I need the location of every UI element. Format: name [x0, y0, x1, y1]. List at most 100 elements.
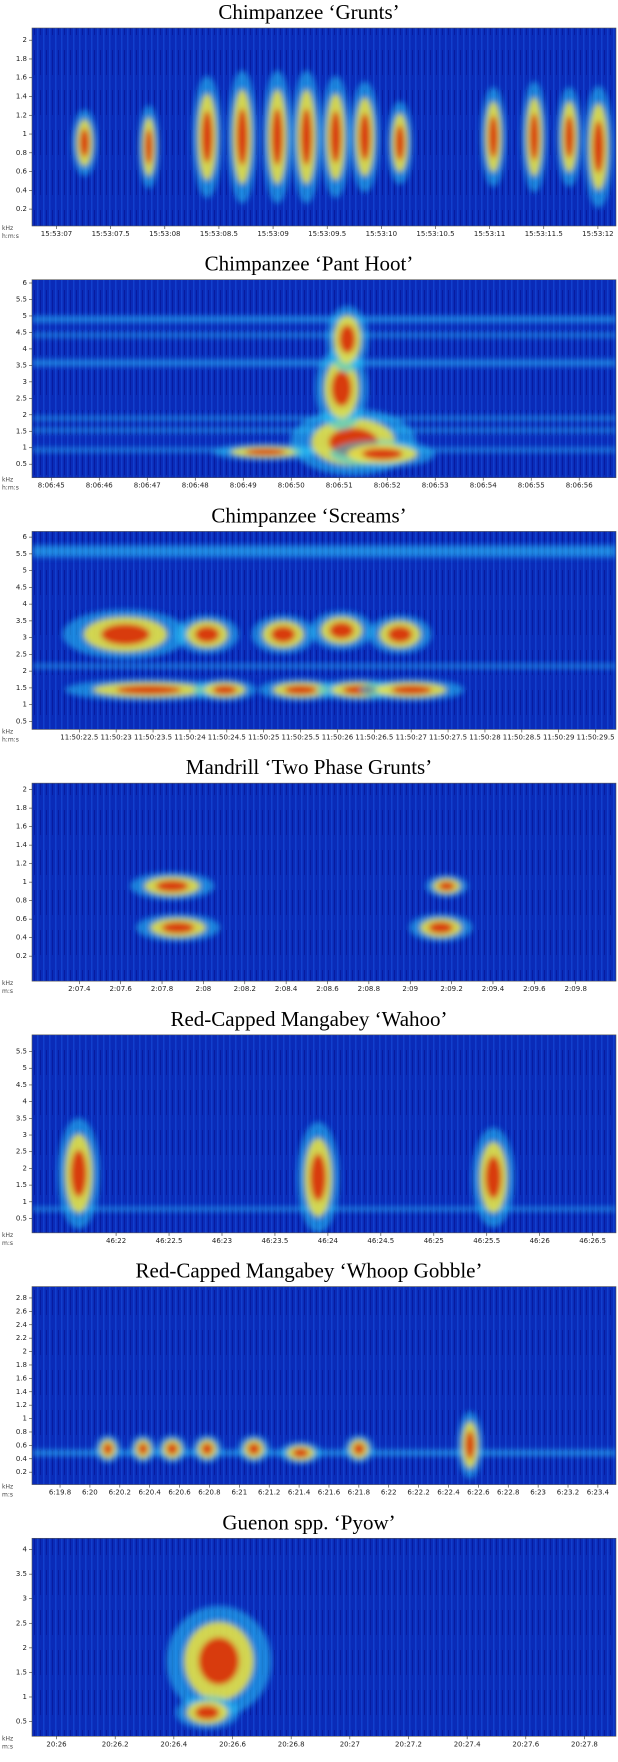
blob-core: [100, 623, 150, 646]
y-tick-label: 1.2: [16, 1401, 27, 1409]
x-tick-label: 8:06:45: [38, 482, 65, 490]
blur-group: [71, 70, 614, 208]
x-tick-label: 6:22.8: [497, 1489, 519, 1497]
y-tick-label: 1.4: [16, 1388, 28, 1396]
blob-core: [564, 115, 575, 159]
x-tick-label: 6:20.4: [138, 1489, 161, 1497]
blob-core: [359, 113, 371, 161]
y-tick-label: 0.5: [16, 717, 27, 725]
y-tick-label: 0.2: [16, 1468, 27, 1476]
x-tick-label: 6:22.6: [467, 1489, 490, 1497]
y-tick-label: 3: [23, 1131, 27, 1139]
x-unit-label: m:s: [2, 1743, 13, 1750]
x-tick-label: 6:21.8: [348, 1489, 370, 1497]
y-tick-label: 0.2: [16, 952, 27, 960]
panel: Chimpanzee ‘Screams’ 0.5 1 1.5 2 2.5 3 3.5 4 4.5 5…: [2, 503, 617, 743]
blob-core: [212, 685, 237, 695]
blur-group: [32, 545, 616, 701]
y-tick-label: 1: [23, 444, 27, 452]
y-unit-label: kHz: [2, 728, 13, 735]
y-tick-label: 0.8: [16, 149, 27, 157]
x-tick-label: 15:53:12: [582, 230, 613, 238]
plot-frame: [31, 27, 617, 227]
y-tick-label: 6: [23, 279, 28, 287]
x-tick-label: 6:21.4: [288, 1489, 311, 1497]
y-tick-label: 5.5: [16, 550, 27, 558]
x-tick-label: 46:26.5: [579, 1237, 606, 1245]
blob-core: [438, 881, 455, 891]
blur-group: [32, 1118, 616, 1233]
x-tick-label: 11:50:26.5: [355, 733, 393, 741]
blob-core: [309, 1153, 327, 1202]
spectrogram-texture: [71, 70, 614, 208]
chart-title: Chimpanzee ‘Grunts’: [218, 0, 399, 24]
spectrogram-background: [32, 1538, 616, 1737]
blob-core: [361, 448, 403, 460]
y-tick-label: 1.2: [16, 860, 27, 868]
blob-core: [292, 1448, 309, 1458]
blob-core: [300, 108, 313, 166]
x-tick-label: 8:06:53: [422, 482, 449, 490]
x-tick-label: 2:09.4: [482, 985, 505, 993]
x-tick-label: 20:26.6: [219, 1740, 246, 1748]
y-tick-label: 1: [23, 130, 27, 138]
y-tick-label: 2: [23, 1164, 27, 1172]
y-tick-label: 3.5: [16, 1570, 27, 1578]
x-tick-label: 6:20: [82, 1489, 98, 1497]
x-tick-label: 46:25.5: [473, 1237, 500, 1245]
x-tick-label: 6:21.2: [258, 1489, 280, 1497]
y-tick-label: 1.2: [16, 111, 27, 119]
blob-core: [353, 1442, 365, 1455]
x-tick-label: 6:23.2: [557, 1489, 579, 1497]
y-tick-label: 2.5: [16, 394, 27, 402]
chart-title: Chimpanzee ‘Pant Hoot’: [205, 252, 414, 276]
blob-core: [201, 1442, 213, 1455]
y-tick-label: 0.6: [16, 1441, 28, 1449]
y-tick-label: 5.5: [16, 295, 27, 303]
x-tick-label: 20:27: [340, 1740, 360, 1748]
y-tick-label: 2: [23, 36, 27, 44]
y-tick-label: 0.8: [16, 897, 27, 905]
blob-core: [103, 1442, 113, 1455]
y-tick-label: 5.5: [16, 1048, 27, 1056]
x-tick-label: 2:07.6: [109, 985, 132, 993]
y-tick-label: 1.8: [16, 55, 27, 63]
y-tick-label: 4: [23, 600, 28, 608]
blob-core: [387, 626, 413, 643]
x-tick-label: 11:50:22.5: [60, 733, 98, 741]
x-tick-label: 46:24: [318, 1237, 339, 1245]
blob-core: [79, 128, 90, 158]
plot-frame: [31, 279, 617, 479]
y-tick-label: 4: [23, 345, 28, 353]
y-tick-label: 1.6: [16, 74, 28, 82]
blob-core: [194, 626, 220, 643]
y-tick-label: 5: [23, 1064, 27, 1072]
blob-core: [284, 685, 317, 695]
y-tick-label: 4: [23, 1546, 28, 1554]
y-tick-label: 4.5: [16, 583, 27, 591]
y-tick-label: 3: [23, 378, 27, 386]
blob-core: [485, 1156, 502, 1199]
y-tick-label: 3.5: [16, 361, 27, 369]
x-tick-label: 6:23: [530, 1489, 546, 1497]
x-tick-label: 11:50:29.5: [576, 733, 614, 741]
y-tick-label: 1: [23, 1693, 27, 1701]
x-tick-label: 8:06:54: [470, 482, 498, 490]
y-tick-label: 1: [23, 1198, 27, 1206]
x-tick-label: 20:27.2: [395, 1740, 422, 1748]
y-tick-label: 1.5: [16, 1668, 27, 1676]
x-tick-label: 2:09.2: [440, 985, 462, 993]
x-tick-label: 15:53:10: [366, 230, 397, 238]
blob-core: [116, 685, 182, 695]
x-tick-label: 11:50:25.5: [281, 733, 319, 741]
blob-core: [391, 685, 433, 695]
x-tick-label: 11:50:27: [395, 733, 426, 741]
y-tick-label: 2: [23, 1644, 27, 1652]
blur-group: [166, 1605, 272, 1730]
x-tick-label: 15:53:10.5: [416, 230, 454, 238]
x-tick-label: 46:26: [530, 1237, 551, 1245]
x-unit-label: h:m:s: [2, 485, 19, 492]
spectrogram-texture: [32, 1411, 616, 1479]
x-tick-label: 15:53:07: [41, 230, 72, 238]
